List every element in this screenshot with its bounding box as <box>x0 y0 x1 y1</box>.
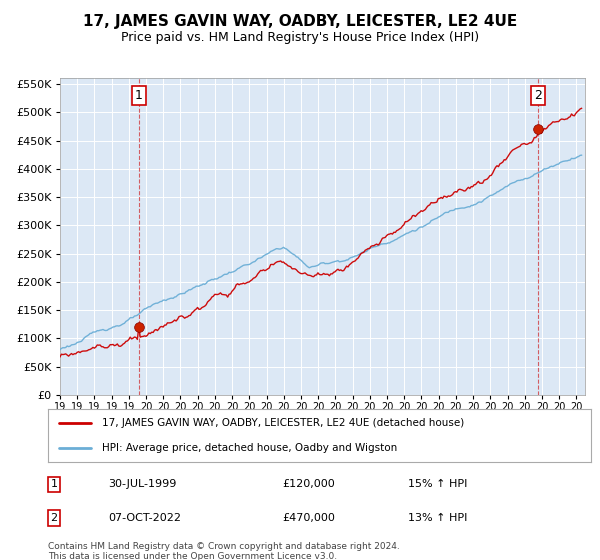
Text: 17, JAMES GAVIN WAY, OADBY, LEICESTER, LE2 4UE: 17, JAMES GAVIN WAY, OADBY, LEICESTER, L… <box>83 14 517 29</box>
Text: 17, JAMES GAVIN WAY, OADBY, LEICESTER, LE2 4UE (detached house): 17, JAMES GAVIN WAY, OADBY, LEICESTER, L… <box>103 418 464 428</box>
Text: Contains HM Land Registry data © Crown copyright and database right 2024.
This d: Contains HM Land Registry data © Crown c… <box>48 542 400 560</box>
Text: £470,000: £470,000 <box>282 513 335 523</box>
Text: 07-OCT-2022: 07-OCT-2022 <box>108 513 181 523</box>
Text: 13% ↑ HPI: 13% ↑ HPI <box>408 513 467 523</box>
Text: HPI: Average price, detached house, Oadby and Wigston: HPI: Average price, detached house, Oadb… <box>103 442 398 452</box>
Text: 2: 2 <box>534 89 542 102</box>
Text: 15% ↑ HPI: 15% ↑ HPI <box>408 479 467 489</box>
Text: £120,000: £120,000 <box>282 479 335 489</box>
Text: 1: 1 <box>50 479 58 489</box>
Text: 2: 2 <box>50 513 58 523</box>
Text: 1: 1 <box>135 89 143 102</box>
Text: 30-JUL-1999: 30-JUL-1999 <box>108 479 176 489</box>
Text: Price paid vs. HM Land Registry's House Price Index (HPI): Price paid vs. HM Land Registry's House … <box>121 31 479 44</box>
